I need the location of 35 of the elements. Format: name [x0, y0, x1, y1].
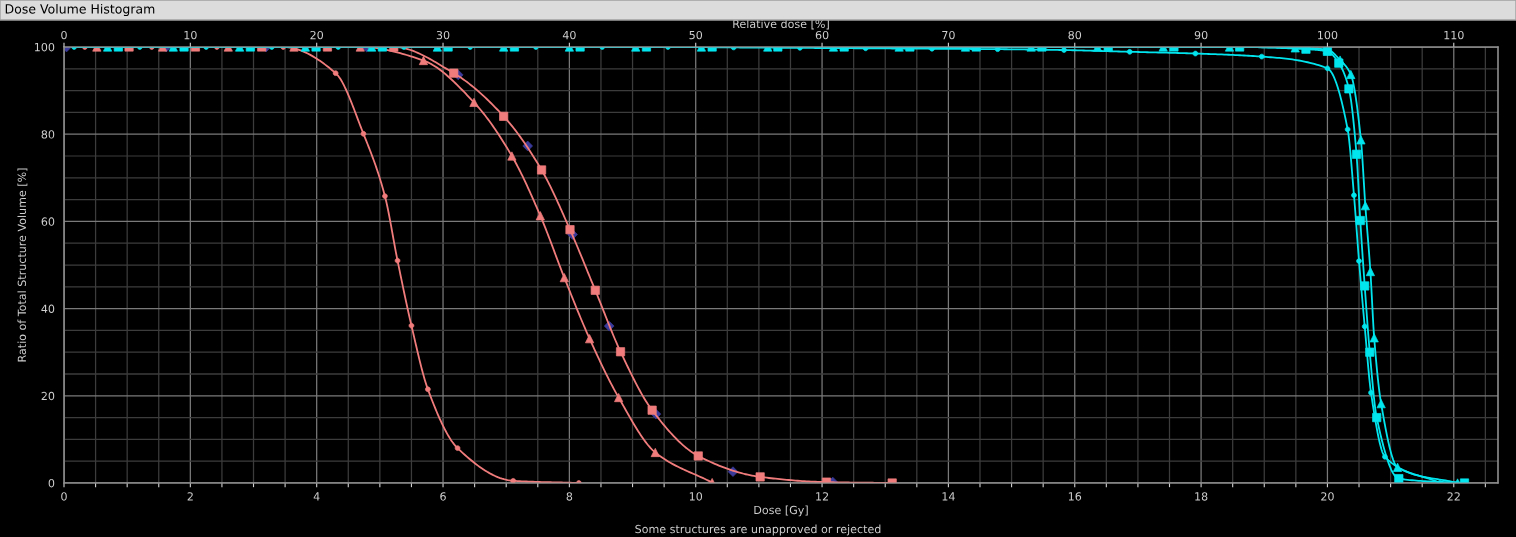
- y-tick-label: 80: [41, 130, 55, 139]
- y-tick-label: 100: [34, 42, 55, 52]
- y-tick-label: 20: [41, 391, 55, 401]
- x-tick-label: 12: [816, 492, 829, 501]
- x2-tick-label: 110: [1444, 30, 1464, 40]
- x2-tick-label: 30: [436, 30, 450, 40]
- x-axis-title: Dose [Gy]: [754, 505, 808, 517]
- x-tick-label: 10: [689, 492, 703, 501]
- x2-tick-label: 0: [61, 30, 67, 40]
- x2-tick-label: 10: [184, 30, 197, 40]
- x2-tick-label: 70: [942, 30, 955, 40]
- x-tick-label: 2: [187, 492, 193, 501]
- x2-tick-label: 40: [562, 30, 576, 40]
- y-tick-label: 40: [41, 304, 55, 313]
- x-tick-label: 6: [440, 492, 446, 501]
- x2-axis-title: Relative dose [%]: [733, 19, 829, 30]
- x2-tick-label: 80: [1068, 30, 1082, 40]
- x-tick-label: 18: [1195, 492, 1208, 501]
- chart-title: Dose Volume Histogram: [5, 3, 155, 17]
- x2-tick-label: 90: [1194, 30, 1208, 40]
- x-tick-label: 4: [313, 492, 320, 501]
- x2-tick-label: 20: [310, 30, 324, 40]
- x-tick-label: 0: [61, 492, 67, 501]
- x-tick-label: 20: [1321, 492, 1334, 501]
- x-tick-label: 14: [942, 492, 955, 501]
- x-tick-label: 16: [1068, 492, 1082, 501]
- y-tick-label: 0: [48, 478, 55, 488]
- x2-tick-label: 100: [1318, 30, 1338, 40]
- y-tick-label: 60: [41, 217, 55, 226]
- y-axis-title: Ratio of Total Structure Volume [%]: [17, 168, 28, 362]
- x-tick-label: 22: [1447, 492, 1460, 501]
- x-tick-label: 8: [566, 492, 573, 501]
- x2-tick-label: 50: [689, 30, 703, 40]
- x2-tick-label: 60: [815, 30, 829, 40]
- text: Some structures are unapproved or rejected: [635, 524, 881, 536]
